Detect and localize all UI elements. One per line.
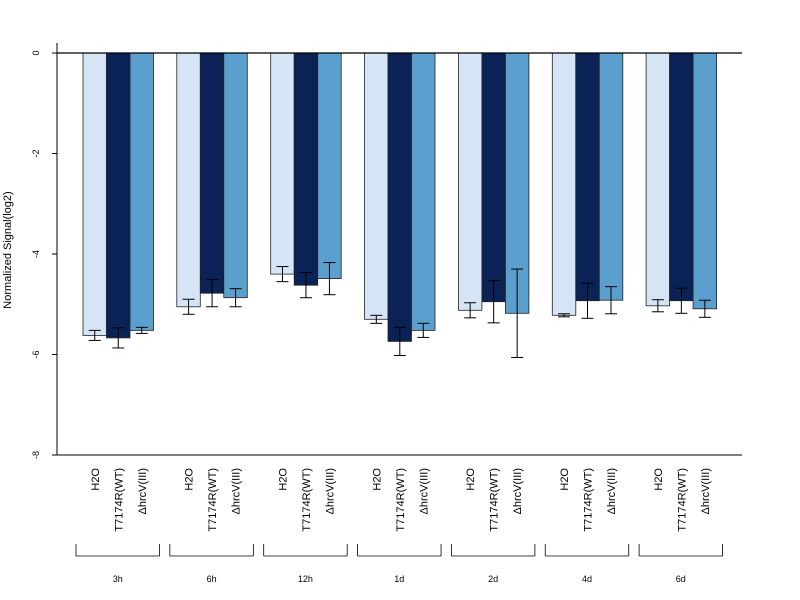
error-bar-12h-ΔhrcV(III)	[323, 262, 336, 296]
error-bar-3h-T7174R(WT)	[112, 327, 125, 349]
group-bracket-2d	[450, 544, 536, 557]
bar-4d-ΔhrcV(III)	[598, 52, 624, 301]
condition-label: ΔhrcV(III)	[137, 468, 149, 514]
bar-3h-ΔhrcV(III)	[129, 52, 154, 331]
bar-4d-H2O	[551, 52, 577, 316]
bar-4d-T7174R(WT)	[575, 52, 600, 302]
error-bar-6d-T7174R(WT)	[675, 287, 688, 314]
bar-3h-T7174R(WT)	[106, 52, 131, 339]
bar-2d-H2O	[457, 52, 483, 311]
group-label-4d: 4d	[582, 574, 592, 584]
error-bar-1d-ΔhrcV(III)	[417, 322, 430, 338]
bar-6d-T7174R(WT)	[669, 52, 694, 302]
condition-label: H2O	[371, 468, 383, 491]
condition-label: ΔhrcV(III)	[231, 468, 243, 514]
error-bar-2d-T7174R(WT)	[487, 280, 500, 324]
condition-label: ΔhrcV(III)	[418, 468, 430, 514]
error-bar-1d-T7174R(WT)	[393, 326, 406, 357]
group-bracket-6d	[638, 544, 723, 557]
labels-layer: 0 -2 -4 -6 -8 H2O T7174R(WT) ΔhrcV(III) 3h H2O T71…	[31, 50, 712, 584]
bar-3h-H2O	[82, 52, 107, 336]
y-tick-label: -6	[31, 350, 41, 358]
group-bracket-12h	[263, 544, 348, 557]
y-axis-title: Normalized Signal(log2)	[2, 191, 14, 308]
group-label-6h: 6h	[207, 574, 217, 584]
bars-layer	[82, 52, 717, 342]
bar-12h-ΔhrcV(III)	[317, 52, 342, 280]
condition-label: H2O	[277, 468, 289, 491]
error-bar-6d-H2O	[651, 299, 664, 313]
bar-6h-ΔhrcV(III)	[223, 52, 248, 299]
group-label-1d: 1d	[394, 574, 404, 584]
error-bar-4d-H2O	[558, 313, 570, 318]
error-bar-4d-ΔhrcV(III)	[605, 286, 617, 315]
condition-label: H2O	[90, 468, 102, 491]
error-bar-2d-H2O	[464, 302, 477, 319]
error-bar-2d-ΔhrcV(III)	[511, 268, 524, 359]
error-bars-layer	[88, 262, 711, 359]
bar-12h-T7174R(WT)	[293, 52, 319, 286]
error-bar-12h-T7174R(WT)	[299, 272, 312, 299]
condition-label: H2O	[184, 468, 196, 491]
group-bracket-1d	[357, 544, 442, 557]
condition-label: T7174R(WT)	[207, 468, 219, 532]
error-bar-6h-H2O	[182, 298, 195, 315]
bar-12h-H2O	[270, 52, 295, 275]
group-label-2d: 2d	[488, 574, 498, 584]
error-bar-6h-T7174R(WT)	[206, 279, 219, 308]
error-bar-1d-H2O	[370, 314, 383, 324]
error-bar-3h-ΔhrcV(III)	[135, 326, 148, 334]
group-bracket-3h	[75, 544, 160, 557]
condition-label: ΔhrcV(III)	[700, 468, 712, 514]
bar-1d-T7174R(WT)	[387, 52, 412, 342]
error-bar-4d-T7174R(WT)	[581, 282, 594, 319]
bar-6h-T7174R(WT)	[199, 52, 225, 294]
group-bracket-4d	[544, 544, 630, 557]
y-tick-label: -2	[31, 149, 41, 157]
condition-label: T7174R(WT)	[395, 468, 407, 532]
error-bar-3h-H2O	[88, 329, 101, 341]
bar-1d-H2O	[364, 52, 389, 320]
condition-label: H2O	[559, 468, 571, 491]
group-label-12h: 12h	[298, 574, 313, 584]
error-bar-12h-H2O	[276, 266, 289, 283]
condition-label: T7174R(WT)	[676, 468, 688, 532]
condition-label: T7174R(WT)	[489, 468, 501, 532]
condition-label: ΔhrcV(III)	[512, 468, 524, 514]
bar-6d-ΔhrcV(III)	[692, 52, 717, 310]
bar-2d-T7174R(WT)	[481, 52, 506, 303]
condition-label: ΔhrcV(III)	[606, 468, 618, 514]
bar-1d-ΔhrcV(III)	[411, 52, 436, 331]
y-tick-label: 0	[31, 50, 41, 55]
condition-label: T7174R(WT)	[583, 468, 595, 532]
group-label-6d: 6d	[676, 574, 686, 584]
bar-6d-H2O	[645, 52, 670, 307]
condition-label: H2O	[653, 468, 665, 491]
error-bar-6d-ΔhrcV(III)	[698, 299, 711, 318]
condition-label: T7174R(WT)	[301, 468, 313, 532]
bar-6h-H2O	[176, 52, 201, 308]
condition-label: ΔhrcV(III)	[324, 468, 336, 514]
condition-label: H2O	[465, 468, 477, 491]
group-label-3h: 3h	[113, 574, 123, 584]
group-bracket-6h	[169, 544, 254, 557]
error-bar-6h-ΔhrcV(III)	[229, 288, 242, 308]
y-tick-label: -8	[31, 451, 41, 459]
y-tick-label: -4	[31, 250, 41, 258]
condition-label: T7174R(WT)	[113, 468, 125, 532]
axes-layer	[52, 43, 742, 557]
